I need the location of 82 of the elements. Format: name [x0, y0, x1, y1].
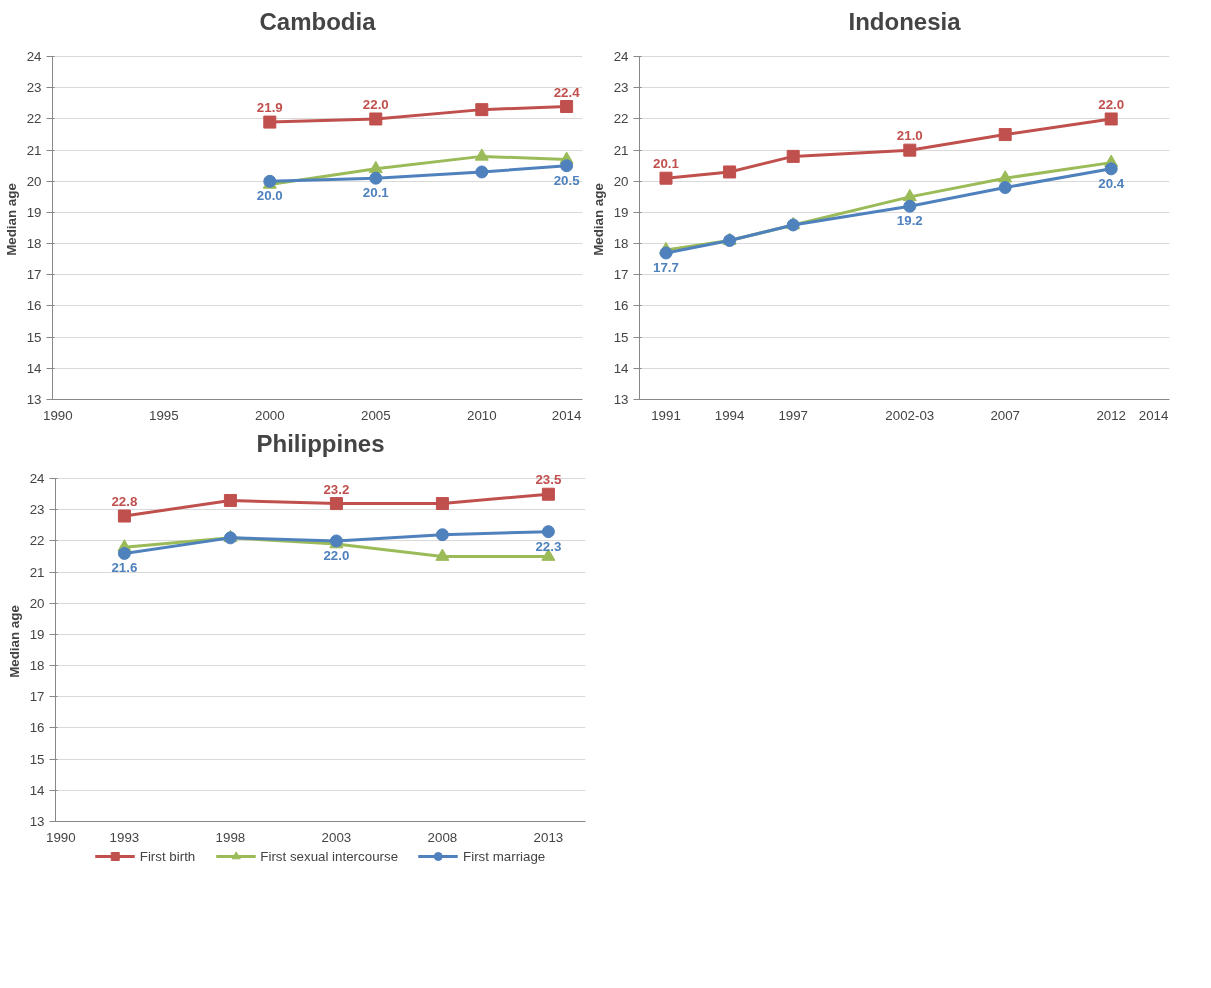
y-tick-label: 21 [29, 564, 45, 580]
x-tick-label: 1994 [714, 407, 746, 423]
data-label: 20.1 [653, 156, 680, 172]
y-tick-label: 16 [29, 720, 45, 736]
data-label: 20.5 [553, 172, 581, 188]
x-tick-label: 1995 [148, 407, 179, 423]
y-tick-label: 21 [613, 142, 629, 158]
data-label: 20.4 [1098, 175, 1125, 191]
y-tick-label: 21 [26, 142, 42, 158]
legend-label: First birth [139, 848, 196, 864]
y-tick-label: 14 [29, 782, 46, 798]
x-tick-label: 2000 [254, 407, 285, 423]
y-tick-label: 19 [26, 204, 42, 220]
data-label: 22.8 [111, 494, 138, 510]
chart-title: Philippines [256, 429, 385, 457]
y-tick-label: 16 [613, 298, 629, 314]
x-tick-label: 1991 [651, 407, 681, 423]
x-tick-label: 2012 [1096, 407, 1127, 423]
data-label: 22.0 [323, 547, 350, 563]
data-label: 19.2 [896, 213, 923, 229]
x-tick-label: 2014 [1138, 407, 1170, 423]
y-tick-label: 19 [29, 626, 45, 642]
y-tick-label: 18 [613, 236, 629, 252]
y-tick-label: 14 [26, 360, 43, 376]
y-tick-label: 22 [26, 111, 42, 127]
y-tick-label: 22 [29, 533, 45, 549]
y-tick-label: 13 [29, 814, 45, 829]
y-tick-label: 20 [26, 173, 42, 189]
x-tick-label: 2005 [360, 407, 391, 423]
y-tick-label: 19 [613, 204, 629, 220]
y-tick-label: 15 [26, 329, 42, 345]
y-tick-label: 17 [613, 267, 629, 283]
y-axis-title: Median age [590, 183, 606, 256]
y-tick-label: 13 [26, 392, 42, 407]
x-tick-label: 1993 [109, 829, 140, 845]
x-tick-label: 1998 [215, 829, 246, 845]
y-tick-label: 18 [26, 236, 42, 252]
data-label: 22.4 [553, 84, 581, 100]
y-tick-label: 17 [29, 689, 45, 705]
y-tick-label: 16 [26, 298, 42, 314]
data-label: 21.9 [256, 100, 283, 116]
data-label: 20.0 [256, 188, 283, 204]
y-tick-label: 14 [613, 360, 630, 376]
data-label: 22.3 [535, 538, 562, 554]
legend-label: First marriage [463, 848, 546, 864]
x-tick-label: 2008 [427, 829, 458, 845]
y-axis-title: Median age [3, 183, 19, 256]
chart-title: Cambodia [259, 7, 377, 35]
y-tick-label: 20 [29, 595, 45, 611]
y-tick-label: 15 [29, 751, 45, 767]
y-tick-label: 24 [26, 49, 43, 65]
chart-title: Indonesia [848, 7, 962, 35]
x-tick-label: 2007 [990, 407, 1021, 423]
x-tick-label: 2010 [466, 407, 497, 423]
x-tick-label: 1997 [778, 407, 809, 423]
x-tick-label: 1990 [45, 829, 76, 845]
y-tick-label: 23 [26, 80, 42, 96]
data-label: 23.2 [323, 481, 350, 497]
data-label: 21.0 [896, 128, 923, 144]
data-label: 20.1 [362, 185, 390, 201]
data-label: 23.5 [535, 472, 562, 488]
y-tick-label: 20 [613, 173, 629, 189]
x-tick-label: 1990 [42, 407, 73, 423]
data-label: 21.6 [111, 560, 138, 576]
data-label: 17.7 [653, 260, 679, 276]
data-label: 22.0 [362, 96, 389, 112]
y-tick-label: 17 [26, 267, 42, 283]
x-tick-label: 2002-03 [885, 407, 935, 423]
data-label: 22.0 [1098, 96, 1125, 112]
y-tick-label: 24 [29, 471, 46, 487]
x-tick-label: 2014 [551, 407, 583, 423]
y-axis-title: Median age [6, 605, 22, 678]
y-tick-label: 13 [613, 392, 629, 407]
y-tick-label: 23 [613, 80, 629, 96]
y-tick-label: 22 [613, 111, 629, 127]
y-tick-label: 23 [29, 502, 45, 518]
y-tick-label: 15 [613, 329, 629, 345]
legend-label: First sexual intercourse [260, 848, 399, 864]
y-tick-label: 24 [613, 49, 630, 65]
x-tick-label: 2013 [533, 829, 564, 845]
x-tick-label: 2003 [321, 829, 352, 845]
y-tick-label: 18 [29, 658, 45, 674]
